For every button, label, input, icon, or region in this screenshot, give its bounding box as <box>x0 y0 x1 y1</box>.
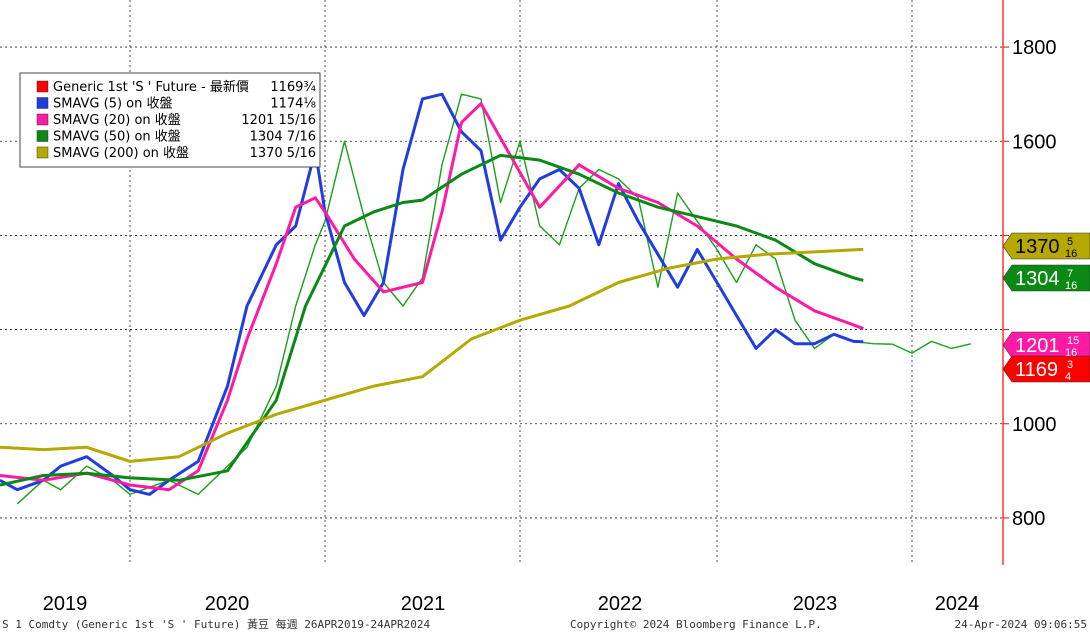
legend-label: SMAVG (200) on 收盤 <box>53 146 189 161</box>
footer-left: S 1 Comdty (Generic 1st 'S ' Future) 黃豆 … <box>2 617 430 631</box>
value-tag-label: 1370 <box>1015 236 1060 258</box>
value-tag-label: 1169 <box>1015 359 1058 381</box>
legend-value: 1304 7/16 <box>250 130 316 145</box>
value-tag-bg <box>1002 331 1090 359</box>
series-layer <box>0 92 971 505</box>
legend-label: SMAVG (50) on 收盤 <box>53 130 181 145</box>
x-year-label: 2023 <box>793 593 838 615</box>
x-axis-years: 2019 2020 2021 2022 2023 2024 <box>43 593 980 615</box>
legend-label: Generic 1st 'S ' Future - 最新價 <box>53 79 249 95</box>
legend: Generic 1st 'S ' Future - 最新價 1169¾ SMAVG … <box>19 72 321 168</box>
footer-copyright: Copyright© 2024 Bloomberg Finance L.P. <box>570 618 822 631</box>
y-tick-label: 800 <box>1012 508 1045 530</box>
x-year-label: 2020 <box>205 593 250 615</box>
x-year-label: 2022 <box>598 593 643 615</box>
y-tick-label: 1800 <box>1012 37 1057 59</box>
series-line-4 <box>0 247 864 463</box>
x-year-label: 2024 <box>935 593 980 615</box>
legend-swatch <box>36 146 49 159</box>
legend-value: 1370 5/16 <box>250 146 316 161</box>
series-line-3 <box>0 153 864 487</box>
value-tag: 1370 516 <box>1002 232 1090 260</box>
value-tag: 1304 716 <box>1002 264 1090 292</box>
value-tag-label: 1304 <box>1015 268 1060 290</box>
legend-value: 1201 15/16 <box>241 113 316 128</box>
grid <box>0 0 1003 565</box>
legend-label: SMAVG (5) on 收盤 <box>53 97 173 112</box>
x-year-label: 2019 <box>43 593 88 615</box>
legend-value: 1169¾ <box>270 80 316 95</box>
value-tag-frac-num: 15 <box>1067 335 1079 347</box>
y-axis-ticks: 800 1000 1600 1800 <box>1003 37 1057 530</box>
legend-swatch <box>36 97 49 109</box>
value-tag-frac-num: 7 <box>1067 268 1073 280</box>
legend-swatch <box>36 130 49 142</box>
value-tag-frac-num: 5 <box>1067 236 1073 248</box>
series-line-1 <box>0 92 864 496</box>
value-tag-frac-den: 4 <box>1065 371 1071 383</box>
y-tick-label: 1000 <box>1012 414 1057 436</box>
legend-box <box>19 72 321 168</box>
value-tag-frac-num: 3 <box>1067 359 1073 371</box>
series-line-0 <box>16 93 971 505</box>
y-tick-label: 1600 <box>1012 131 1057 153</box>
value-tag-bg <box>1002 232 1090 260</box>
legend-label: SMAVG (20) on 收盤 <box>53 113 181 128</box>
value-tag-frac-den: 16 <box>1065 280 1077 292</box>
value-tag: 1169 34 <box>1002 355 1090 383</box>
legend-swatch <box>36 113 49 126</box>
value-tag-frac-den: 16 <box>1065 248 1077 260</box>
footer-timestamp: 24-Apr-2024 09:06:55 <box>955 618 1087 631</box>
value-tag-label: 1201 <box>1015 335 1060 357</box>
value-tag-bg <box>1002 355 1090 383</box>
x-year-label: 2021 <box>401 593 446 615</box>
value-tag-bg <box>1002 264 1090 292</box>
legend-value: 1174⅛ <box>270 97 316 112</box>
legend-swatch <box>36 80 49 93</box>
